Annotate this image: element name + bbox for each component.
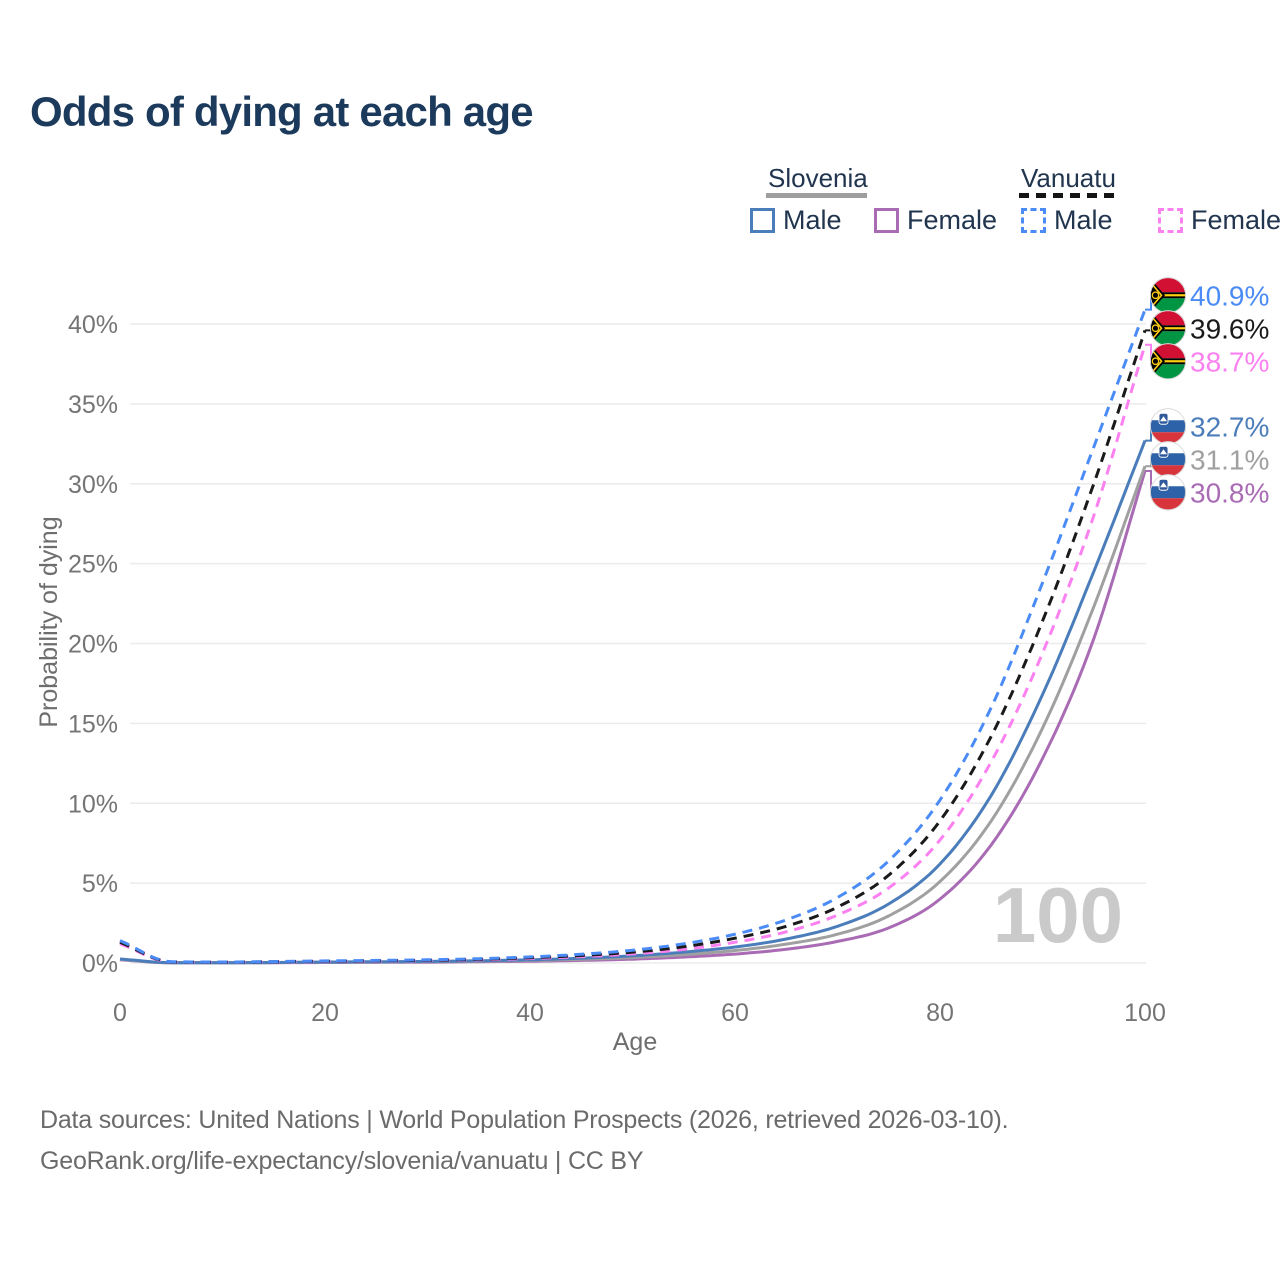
slovenia-flag-icon bbox=[1149, 441, 1187, 478]
x-tick-label: 20 bbox=[311, 999, 339, 1027]
series-line-vanuatu-both-sexes[interactable] bbox=[119, 329, 1147, 964]
legend-item-vanuatu-male[interactable]: Male bbox=[1054, 205, 1113, 235]
y-tick-label: 15% bbox=[68, 710, 118, 738]
x-tick-label: 80 bbox=[926, 999, 954, 1027]
age-watermark: 100 bbox=[992, 871, 1123, 959]
end-label-slovenia-female: 30.8% bbox=[1190, 477, 1269, 508]
x-axis-title: Age bbox=[612, 1028, 658, 1056]
series-line-vanuatu-male[interactable] bbox=[119, 309, 1147, 964]
series-line-slovenia-both-sexes[interactable] bbox=[119, 465, 1147, 965]
series-line-slovenia-female[interactable] bbox=[119, 470, 1147, 965]
vanuatu-flag-icon bbox=[1149, 343, 1187, 380]
y-tick-label: 35% bbox=[68, 391, 118, 419]
legend-swatch-vanuatu-female-icon[interactable] bbox=[1158, 208, 1183, 233]
x-tick-label: 60 bbox=[721, 999, 749, 1027]
slovenia-flag-icon bbox=[1149, 408, 1187, 445]
page-title: Odds of dying at each age bbox=[30, 88, 534, 135]
vanuatu-flag-icon bbox=[1149, 310, 1187, 347]
y-axis-title: Probability of dying bbox=[35, 516, 63, 728]
y-tick-label: 0% bbox=[82, 950, 118, 978]
legend-swatch-slovenia-male-icon[interactable] bbox=[750, 208, 775, 233]
footer-line-1: Data sources: United Nations | World Pop… bbox=[40, 1106, 1009, 1134]
footer-line-2: GeoRank.org/life-expectancy/slovenia/van… bbox=[40, 1147, 644, 1175]
x-tick-label: 40 bbox=[516, 999, 544, 1027]
legend-slovenia-line-sample bbox=[766, 193, 867, 198]
legend-swatch-slovenia-female-icon[interactable] bbox=[874, 208, 899, 233]
legend-item-vanuatu-female[interactable]: Female bbox=[1191, 205, 1280, 235]
y-tick-label: 40% bbox=[68, 311, 118, 339]
x-tick-label: 100 bbox=[1124, 999, 1166, 1027]
end-label-slovenia-male: 32.7% bbox=[1190, 411, 1269, 442]
legend-item-slovenia-male[interactable]: Male bbox=[783, 205, 842, 235]
y-tick-label: 20% bbox=[68, 631, 118, 659]
x-tick-label: 0 bbox=[113, 999, 127, 1027]
legend-country-slovenia: Slovenia bbox=[768, 163, 868, 193]
end-label-slovenia-both-sexes: 31.1% bbox=[1190, 444, 1269, 475]
end-label-vanuatu-male: 40.9% bbox=[1190, 280, 1269, 311]
legend-country-vanuatu: Vanuatu bbox=[1021, 163, 1116, 193]
y-tick-label: 5% bbox=[82, 870, 118, 898]
y-tick-label: 25% bbox=[68, 551, 118, 579]
series-line-vanuatu-female[interactable] bbox=[119, 344, 1147, 964]
vanuatu-flag-icon bbox=[1149, 277, 1187, 314]
end-label-vanuatu-female: 38.7% bbox=[1190, 346, 1269, 377]
end-label-vanuatu-both-sexes: 39.6% bbox=[1190, 313, 1269, 344]
legend-vanuatu-line-sample bbox=[1019, 193, 1121, 198]
series-line-slovenia-male[interactable] bbox=[119, 440, 1147, 965]
y-tick-label: 30% bbox=[68, 471, 118, 499]
legend-swatch-vanuatu-male-icon[interactable] bbox=[1021, 208, 1046, 233]
legend-item-slovenia-female[interactable]: Female bbox=[907, 205, 998, 235]
y-tick-label: 10% bbox=[68, 790, 118, 818]
slovenia-flag-icon bbox=[1149, 474, 1187, 511]
